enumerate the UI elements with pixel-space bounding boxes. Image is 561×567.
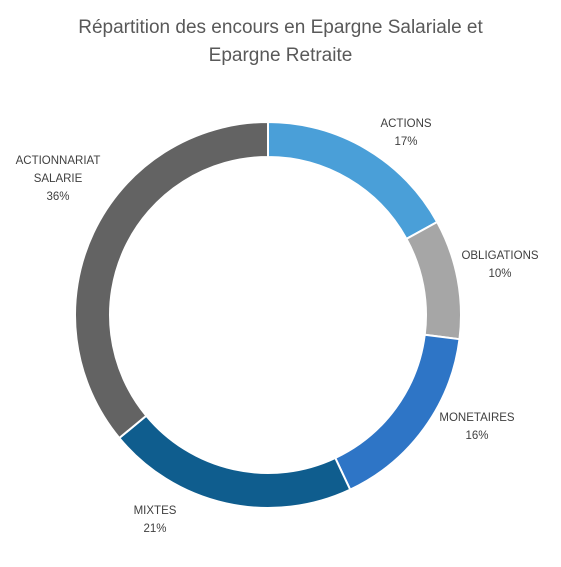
slice-category-label: OBLIGATIONS — [461, 250, 538, 262]
slice-label-monetaires: MONETAIRES 16% — [439, 412, 515, 442]
chart-title: Répartition des encours en Epargne Salar… — [0, 14, 561, 70]
chart-title-line-2: Epargne Retraite — [208, 45, 353, 66]
slice-category-label: MONETAIRES — [439, 412, 515, 424]
slice-category-label: ACTIONS — [380, 118, 431, 130]
slice-labels: ACTIONS 17% OBLIGATIONS 10% MONETAIRES 16% MIX… — [16, 118, 539, 535]
slice-value-label: 36% — [46, 191, 69, 203]
slice-label-actionnariat-salarie: ACTIONNARIAT SALARIE 36% — [16, 155, 101, 203]
donut-slice-actionnariat-salarie — [74, 120, 269, 440]
slice-category-label: SALARIE — [34, 173, 83, 185]
slice-label-actions: ACTIONS 17% — [380, 118, 431, 148]
chart-title-line-1: Répartition des encours en Epargne Salar… — [78, 17, 483, 38]
slice-value-label: 16% — [465, 430, 488, 442]
donut-slice-mixtes — [117, 414, 352, 509]
donut-slice-obligations — [405, 220, 462, 341]
slice-category-label: MIXTES — [134, 505, 177, 517]
slice-label-mixtes: MIXTES 21% — [134, 505, 177, 535]
slice-value-label: 17% — [394, 136, 417, 148]
slice-value-label: 21% — [143, 523, 166, 535]
slice-value-label: 10% — [488, 268, 511, 280]
slice-label-obligations: OBLIGATIONS 10% — [461, 250, 538, 280]
slice-category-label: ACTIONNARIAT — [16, 155, 101, 167]
donut-slices — [74, 120, 462, 509]
